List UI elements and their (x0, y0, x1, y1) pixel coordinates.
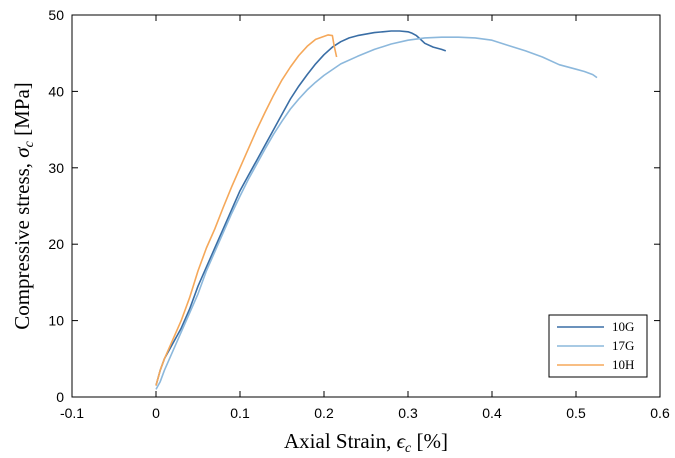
series-layer (155, 30, 598, 390)
x-axis-symbol: ϵ (397, 429, 407, 453)
legend-label-10G: 10G (612, 319, 634, 334)
x-axis-subscript: c (405, 441, 412, 456)
y-axis-subscript: c (22, 140, 37, 147)
y-axis-symbol: σ (10, 146, 34, 158)
x-axis-title-text: Axial Strain, (284, 429, 397, 453)
legend-label-10H: 10H (612, 357, 634, 372)
series-line-10H (155, 34, 338, 386)
x-tick-label: 0.2 (314, 405, 334, 421)
x-tick-label: 0 (152, 405, 160, 421)
y-axis-title: Compressive stress, σc [MPa] (10, 82, 37, 330)
y-axis-unit: [MPa] (10, 82, 34, 141)
x-tick-label: 0.4 (482, 405, 502, 421)
x-tick-label: 0.5 (566, 405, 586, 421)
series-line-17G (155, 36, 598, 390)
y-tick-label: 10 (48, 313, 64, 329)
y-tick-label: 50 (48, 7, 64, 23)
x-axis-ticks: -0.1 0 0.1 0.2 0.3 0.4 0.5 0.6 (60, 15, 670, 421)
y-tick-label: 30 (48, 160, 64, 176)
x-tick-label: 0.1 (230, 405, 250, 421)
x-tick-label: -0.1 (60, 405, 84, 421)
legend-label-17G: 17G (612, 338, 634, 353)
y-axis-title-text: Compressive stress, (10, 158, 34, 330)
y-tick-label: 40 (48, 83, 64, 99)
x-tick-label: 0.3 (398, 405, 418, 421)
x-axis-unit: [%] (411, 429, 448, 453)
y-tick-label: 20 (48, 236, 64, 252)
x-tick-label: 0.6 (650, 405, 670, 421)
y-tick-label: 0 (56, 389, 64, 405)
legend: 10G 17G 10H (548, 314, 648, 378)
x-axis-title: Axial Strain, ϵc [%] (284, 429, 448, 456)
y-axis-ticks: 0 10 20 30 40 50 (48, 7, 660, 405)
series-line-10G (155, 30, 447, 386)
